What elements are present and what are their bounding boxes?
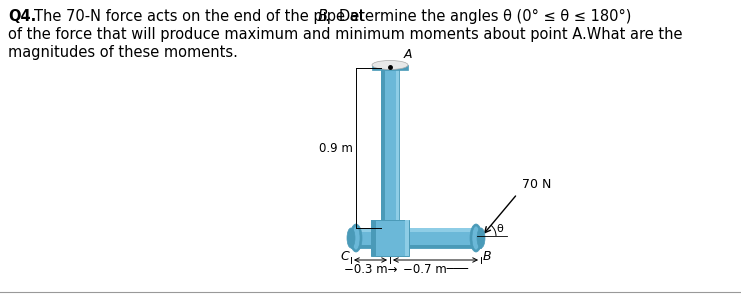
Text: Q4.: Q4. bbox=[8, 9, 36, 24]
Ellipse shape bbox=[472, 226, 480, 250]
Ellipse shape bbox=[347, 228, 355, 248]
Bar bbox=[396, 68, 399, 226]
Text: 70 N: 70 N bbox=[522, 178, 552, 191]
Text: magnitudes of these moments.: magnitudes of these moments. bbox=[8, 45, 238, 60]
Text: B: B bbox=[318, 9, 328, 24]
Ellipse shape bbox=[477, 228, 485, 248]
Bar bbox=[351, 228, 481, 248]
Text: B: B bbox=[483, 250, 491, 263]
Text: A: A bbox=[404, 48, 413, 61]
Text: C: C bbox=[340, 250, 349, 263]
Text: 0.9 m: 0.9 m bbox=[319, 142, 353, 155]
Bar bbox=[371, 220, 376, 256]
Text: θ: θ bbox=[496, 224, 502, 234]
Ellipse shape bbox=[350, 224, 362, 252]
Text: .  Determine the angles θ (0° ≤ θ ≤ 180°): . Determine the angles θ (0° ≤ θ ≤ 180°) bbox=[325, 9, 631, 24]
Bar bbox=[405, 220, 409, 256]
Ellipse shape bbox=[470, 224, 482, 252]
Text: of the force that will produce maximum and minimum moments about point A.What ar: of the force that will produce maximum a… bbox=[8, 27, 682, 42]
Ellipse shape bbox=[372, 60, 408, 70]
Ellipse shape bbox=[352, 226, 360, 250]
Bar bbox=[372, 65, 408, 70]
Text: −0.3 m→: −0.3 m→ bbox=[344, 263, 397, 276]
Text: The 70-N force acts on the end of the pipe at: The 70-N force acts on the end of the pi… bbox=[34, 9, 369, 24]
Bar bbox=[351, 228, 481, 232]
Bar bbox=[351, 245, 481, 248]
Text: −0.7 m───: −0.7 m─── bbox=[403, 263, 468, 276]
Bar bbox=[371, 220, 409, 256]
Bar bbox=[381, 68, 399, 226]
Bar bbox=[381, 68, 385, 226]
